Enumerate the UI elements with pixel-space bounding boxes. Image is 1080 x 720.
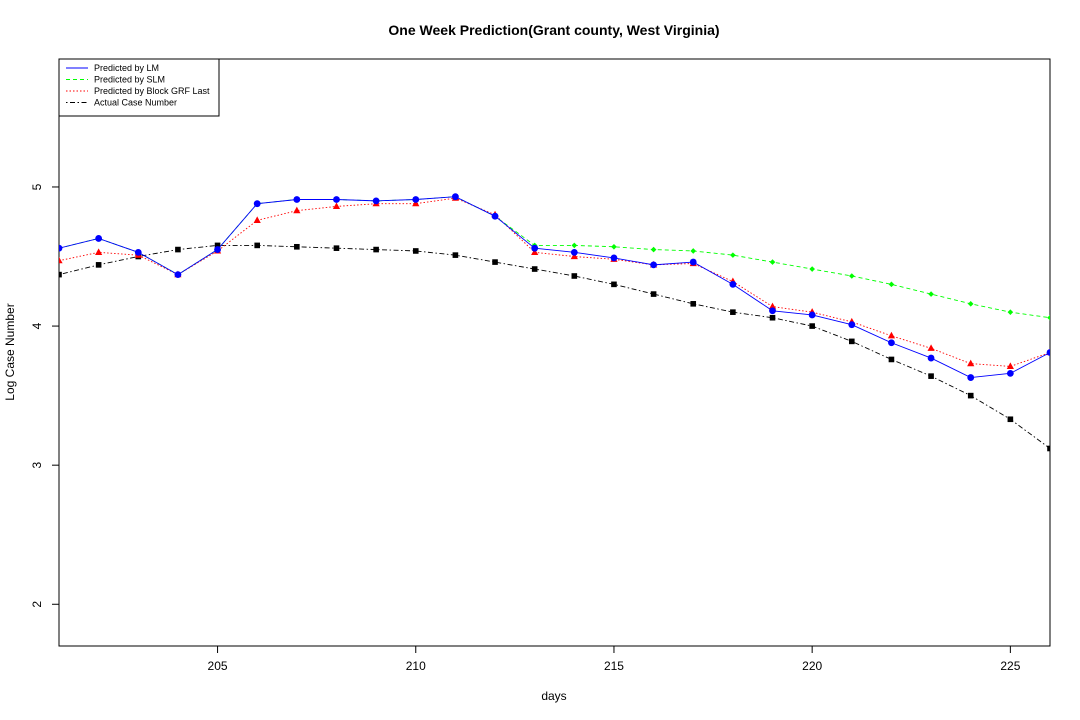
data-point-actual-case-number bbox=[334, 245, 340, 251]
data-point-actual-case-number bbox=[1008, 416, 1014, 422]
y-tick-label: 5 bbox=[30, 183, 44, 190]
data-point-predicted-by-block-grf-last bbox=[888, 332, 895, 339]
data-point-predicted-by-lm bbox=[452, 193, 459, 200]
data-point-predicted-by-slm bbox=[770, 259, 776, 265]
data-point-predicted-by-lm bbox=[1047, 349, 1054, 356]
data-point-predicted-by-lm bbox=[95, 235, 102, 242]
data-point-actual-case-number bbox=[611, 282, 617, 288]
data-point-actual-case-number bbox=[730, 309, 736, 315]
data-point-predicted-by-lm bbox=[650, 261, 657, 268]
data-point-predicted-by-lm bbox=[214, 246, 221, 253]
data-point-actual-case-number bbox=[532, 266, 538, 272]
data-point-predicted-by-lm bbox=[571, 249, 578, 256]
y-axis: 2 3 4 5 bbox=[30, 183, 59, 607]
legend-entry-predicted-by-block-grf-last: Predicted by Block GRF Last bbox=[94, 86, 210, 96]
data-point-predicted-by-slm bbox=[730, 252, 736, 258]
data-point-actual-case-number bbox=[928, 373, 934, 379]
data-point-predicted-by-lm bbox=[373, 197, 380, 204]
data-point-predicted-by-block-grf-last bbox=[967, 360, 974, 367]
data-point-predicted-by-block-grf-last bbox=[254, 216, 261, 223]
data-point-actual-case-number bbox=[849, 339, 855, 345]
y-tick-label: 4 bbox=[30, 322, 44, 329]
data-point-actual-case-number bbox=[889, 357, 895, 363]
data-point-predicted-by-slm bbox=[1047, 315, 1053, 321]
data-point-actual-case-number bbox=[175, 247, 181, 253]
data-point-actual-case-number bbox=[770, 315, 776, 321]
data-point-predicted-by-lm bbox=[611, 255, 618, 262]
data-point-predicted-by-slm bbox=[809, 266, 815, 272]
data-point-predicted-by-lm bbox=[809, 312, 816, 319]
data-point-predicted-by-slm bbox=[849, 273, 855, 279]
data-point-predicted-by-lm bbox=[412, 196, 419, 203]
x-axis: 205 210 215 220 225 bbox=[208, 646, 1021, 673]
data-point-predicted-by-lm bbox=[56, 245, 63, 252]
data-point-predicted-by-lm bbox=[293, 196, 300, 203]
data-point-actual-case-number bbox=[968, 393, 974, 399]
data-point-actual-case-number bbox=[373, 247, 379, 253]
legend-entry-predicted-by-lm: Predicted by LM bbox=[94, 63, 159, 73]
series-predicted-by-lm bbox=[56, 193, 1054, 381]
data-point-predicted-by-slm bbox=[928, 291, 934, 297]
data-point-predicted-by-lm bbox=[175, 271, 182, 278]
data-point-predicted-by-lm bbox=[254, 200, 261, 207]
data-point-actual-case-number bbox=[453, 252, 459, 258]
data-point-predicted-by-block-grf-last bbox=[293, 207, 300, 214]
data-point-predicted-by-lm bbox=[729, 281, 736, 288]
data-point-actual-case-number bbox=[572, 273, 578, 279]
axes: 205 210 215 220 225 2 3 4 5 bbox=[30, 183, 1021, 673]
data-point-actual-case-number bbox=[254, 243, 260, 249]
data-point-predicted-by-lm bbox=[135, 249, 142, 256]
legend-entry-actual-case-number: Actual Case Number bbox=[94, 98, 177, 108]
data-point-predicted-by-lm bbox=[690, 259, 697, 266]
data-point-predicted-by-block-grf-last bbox=[1007, 362, 1014, 369]
data-point-predicted-by-lm bbox=[492, 213, 499, 220]
data-point-predicted-by-slm bbox=[572, 243, 578, 249]
data-point-predicted-by-slm bbox=[690, 248, 696, 254]
y-axis-label: Log Case Number bbox=[3, 303, 17, 400]
data-point-actual-case-number bbox=[809, 323, 815, 329]
plot-area bbox=[55, 193, 1053, 451]
data-point-predicted-by-lm bbox=[888, 339, 895, 346]
data-point-predicted-by-lm bbox=[967, 374, 974, 381]
data-point-actual-case-number bbox=[96, 262, 102, 268]
data-point-predicted-by-lm bbox=[928, 355, 935, 362]
x-tick-label: 220 bbox=[802, 659, 822, 673]
data-point-predicted-by-lm bbox=[1007, 370, 1014, 377]
data-point-actual-case-number bbox=[294, 244, 300, 250]
chart-title: One Week Prediction(Grant county, West V… bbox=[388, 22, 719, 38]
data-point-predicted-by-block-grf-last bbox=[95, 248, 102, 255]
data-point-predicted-by-lm bbox=[769, 307, 776, 314]
data-point-actual-case-number bbox=[492, 259, 498, 265]
data-point-predicted-by-slm bbox=[1008, 309, 1014, 315]
data-point-predicted-by-slm bbox=[968, 301, 974, 307]
series-line-predicted-by-block-grf-last bbox=[59, 198, 1050, 366]
data-point-predicted-by-slm bbox=[611, 244, 617, 250]
data-point-predicted-by-lm bbox=[333, 196, 340, 203]
y-tick-label: 2 bbox=[30, 601, 44, 608]
legend: Predicted by LM Predicted by SLMPredicted… bbox=[59, 59, 219, 116]
data-point-predicted-by-lm bbox=[531, 245, 538, 252]
x-axis-label: days bbox=[541, 689, 566, 703]
data-point-predicted-by-block-grf-last bbox=[55, 257, 62, 264]
data-point-actual-case-number bbox=[413, 248, 419, 254]
x-tick-label: 205 bbox=[208, 659, 228, 673]
data-point-actual-case-number bbox=[56, 272, 62, 278]
data-point-predicted-by-lm bbox=[848, 321, 855, 328]
x-tick-label: 225 bbox=[1000, 659, 1020, 673]
x-tick-label: 215 bbox=[604, 659, 624, 673]
plot-frame bbox=[59, 59, 1050, 646]
data-point-actual-case-number bbox=[1047, 446, 1053, 452]
data-point-predicted-by-block-grf-last bbox=[333, 202, 340, 209]
data-point-predicted-by-slm bbox=[889, 282, 895, 288]
x-tick-label: 210 bbox=[406, 659, 426, 673]
legend-entry-predicted-by-slm: Predicted by SLM bbox=[94, 75, 165, 85]
y-tick-label: 3 bbox=[30, 462, 44, 469]
series-predicted-by-block-grf-last bbox=[55, 194, 1053, 369]
data-point-predicted-by-block-grf-last bbox=[927, 344, 934, 351]
data-point-predicted-by-slm bbox=[651, 247, 657, 253]
data-point-actual-case-number bbox=[690, 301, 696, 307]
data-point-actual-case-number bbox=[651, 291, 657, 297]
